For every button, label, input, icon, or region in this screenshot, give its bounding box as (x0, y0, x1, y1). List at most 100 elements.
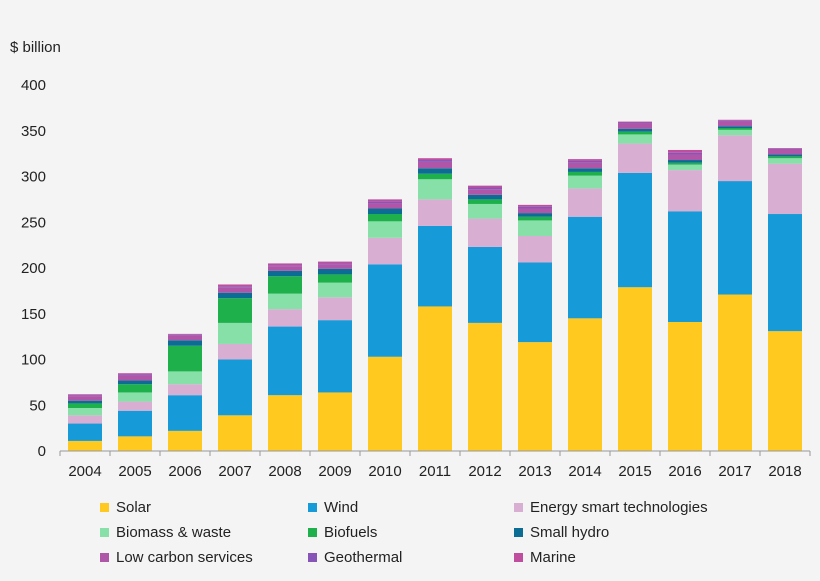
bar-segment (318, 297, 352, 321)
legend-swatch (100, 502, 109, 512)
legend-item: Low carbon services (100, 546, 253, 568)
bar-segment (618, 172, 652, 288)
bar-segment (418, 179, 452, 200)
y-tick-label: 100 (21, 352, 46, 369)
x-tick-label: 2017 (718, 463, 751, 480)
bars (68, 119, 802, 451)
bar-segment (318, 282, 352, 298)
bar-segment (118, 392, 152, 402)
bar-segment (318, 263, 352, 265)
bar-segment (168, 371, 202, 385)
bar-segment (468, 185, 502, 188)
bar-segment (118, 401, 152, 411)
bar-segment (468, 187, 502, 190)
bar-segment (768, 331, 802, 451)
y-tick-label: 200 (21, 260, 46, 277)
bar-segment (318, 261, 352, 264)
bar-segment (768, 158, 802, 164)
x-tick-label: 2014 (568, 463, 601, 480)
bar-segment (118, 373, 152, 375)
bar-segment (368, 203, 402, 209)
legend-item: Biofuels (308, 521, 377, 543)
legend-item: Energy smart technologies (514, 496, 708, 518)
bar-segment (468, 218, 502, 247)
y-tick-label: 50 (29, 397, 46, 414)
bar-segment (218, 415, 252, 451)
bar-segment (318, 392, 352, 451)
bar-segment (318, 274, 352, 283)
bar-segment (68, 396, 102, 401)
y-tick-label: 250 (21, 214, 46, 231)
x-tick-label: 2007 (218, 463, 251, 480)
bar-segment (268, 326, 302, 396)
bar-segment (318, 320, 352, 393)
bar-segment (218, 359, 252, 416)
legend-swatch (308, 502, 317, 512)
bar-segment (518, 204, 552, 207)
bar-segment (218, 284, 252, 287)
bar-segment (668, 170, 702, 212)
bar-segment (218, 298, 252, 323)
bar-segment (468, 189, 502, 195)
bar-segment (118, 436, 152, 451)
legend-label: Marine (530, 548, 576, 566)
bar-segment (68, 394, 102, 396)
bar-segment (268, 395, 302, 451)
y-tick-label: 300 (21, 169, 46, 186)
legend-swatch (308, 552, 317, 562)
bar-segment (318, 264, 352, 269)
y-tick-label: 0 (38, 443, 46, 460)
bar-segment (468, 203, 502, 219)
bar-segment (618, 131, 652, 135)
bar-segment (668, 160, 702, 163)
bar-segment (118, 384, 152, 393)
bar-segment (268, 265, 302, 267)
x-tick-label: 2004 (68, 463, 101, 480)
bar-segment (668, 211, 702, 322)
legend-item: Marine (514, 546, 576, 568)
legend-swatch (514, 552, 523, 562)
bar-segment (368, 201, 402, 204)
bar-segment (168, 340, 202, 346)
x-tick-label: 2008 (268, 463, 301, 480)
bar-segment (768, 154, 802, 157)
bar-segment (518, 220, 552, 236)
bar-segment (468, 194, 502, 200)
x-tick-label: 2016 (668, 463, 701, 480)
bar-segment (768, 149, 802, 155)
bar-segment (618, 134, 652, 144)
bar-segment (368, 237, 402, 265)
bar-segment (418, 168, 452, 174)
bar-segment (668, 321, 702, 451)
legend-item: Geothermal (308, 546, 402, 568)
bar-segment (618, 122, 652, 124)
bar-segment (518, 262, 552, 343)
legend-label: Wind (324, 498, 359, 516)
bar-segment (368, 221, 402, 238)
bar-segment (668, 149, 702, 153)
legend-label: Solar (116, 498, 152, 516)
bar-segment (568, 160, 602, 163)
bar-segment (418, 306, 452, 451)
bar-segment (468, 322, 502, 451)
x-tick-label: 2011 (419, 463, 451, 480)
bar-segment (768, 214, 802, 332)
bar-segment (368, 356, 402, 451)
bar-segment (368, 264, 402, 357)
legend-item: Small hydro (514, 521, 609, 543)
y-tick-label: 350 (21, 123, 46, 140)
bar-segment (618, 123, 652, 129)
bar-segment (468, 246, 502, 323)
bar-segment (218, 287, 252, 293)
bar-segment (718, 121, 752, 127)
bar-segment (68, 440, 102, 451)
legend-item: Solar (100, 496, 151, 518)
bar-segment (518, 342, 552, 451)
bar-segment (518, 216, 552, 221)
bar-segment (368, 208, 402, 215)
bar-segment (768, 148, 802, 150)
bar-segment (118, 375, 152, 381)
x-tick-label: 2009 (318, 463, 351, 480)
bar-segment (218, 292, 252, 299)
bar-segment (68, 423, 102, 441)
